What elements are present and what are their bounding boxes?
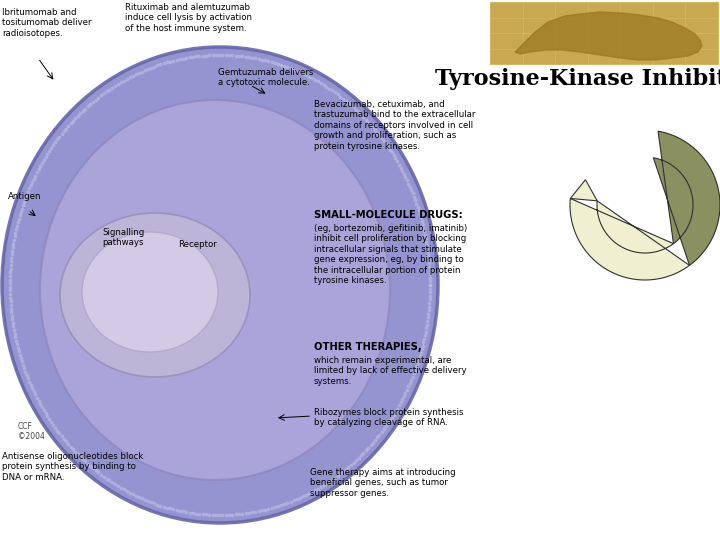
Ellipse shape: [2, 47, 438, 523]
Text: Ribozymes block protein synthesis
by catalyzing cleavage of RNA.: Ribozymes block protein synthesis by cat…: [314, 408, 464, 427]
Text: Ibritumomab and
tositumomab deliver
radioisotopes.: Ibritumomab and tositumomab deliver radi…: [2, 8, 91, 38]
Polygon shape: [515, 12, 702, 60]
Text: which remain experimental, are
limited by lack of effective delivery
systems.: which remain experimental, are limited b…: [314, 356, 467, 386]
Text: CCF
©2004: CCF ©2004: [18, 422, 45, 441]
Bar: [490, 2, 718, 64]
Ellipse shape: [82, 232, 218, 352]
Text: (eg, bortezomib, gefitinib, imatinib)
inhibit cell proliferation by blocking
int: (eg, bortezomib, gefitinib, imatinib) in…: [314, 224, 467, 285]
Ellipse shape: [40, 100, 390, 480]
Text: Antisense oligonucleotides block
protein synthesis by binding to
DNA or mRNA.: Antisense oligonucleotides block protein…: [2, 452, 143, 482]
Text: Rituximab and alemtuzumab
induce cell lysis by activation
of the host immune sys: Rituximab and alemtuzumab induce cell ly…: [125, 3, 252, 33]
Polygon shape: [653, 131, 720, 265]
Polygon shape: [570, 199, 690, 280]
Text: OTHER THERAPIES,: OTHER THERAPIES,: [314, 342, 422, 352]
Polygon shape: [570, 180, 597, 201]
Text: Bevacizumab, cetuximab, and
trastuzumab bind to the extracellular
domains of rec: Bevacizumab, cetuximab, and trastuzumab …: [314, 100, 475, 151]
Text: Antigen: Antigen: [8, 192, 42, 201]
Text: Gemtuzumab delivers
a cytotoxic molecule.: Gemtuzumab delivers a cytotoxic molecule…: [218, 68, 313, 87]
Text: Receptor: Receptor: [178, 240, 217, 249]
Text: Gene therapy aims at introducing
beneficial genes, such as tumor
suppressor gene: Gene therapy aims at introducing benefic…: [310, 468, 456, 498]
Text: Tyrosine-Kinase Inhibitors: Tyrosine-Kinase Inhibitors: [435, 68, 720, 90]
Text: Signalling
pathways: Signalling pathways: [102, 228, 144, 247]
Ellipse shape: [60, 213, 250, 377]
Text: SMALL-MOLECULE DRUGS:: SMALL-MOLECULE DRUGS:: [314, 210, 463, 220]
